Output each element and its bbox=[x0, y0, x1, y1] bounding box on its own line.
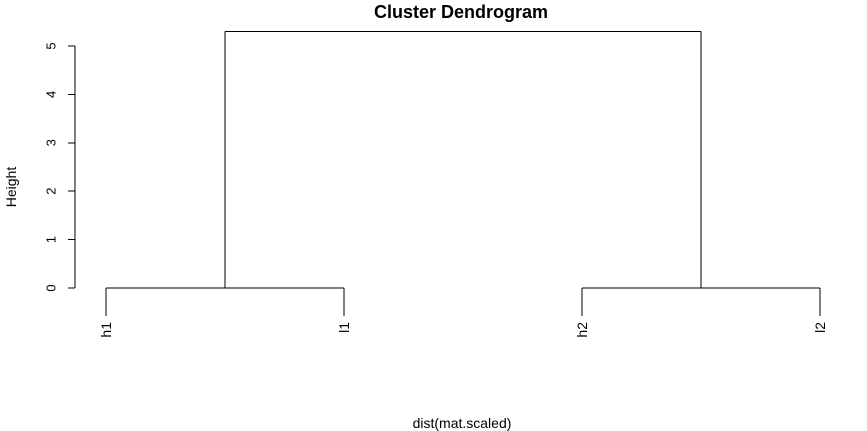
x-axis-label: dist(mat.scaled) bbox=[413, 415, 512, 431]
leaf-label-h2: h2 bbox=[574, 322, 590, 338]
y-tick-label: 5 bbox=[44, 42, 59, 49]
leaf-label-l1: l1 bbox=[336, 322, 352, 333]
leaf-label-h1: h1 bbox=[98, 322, 114, 338]
leaf-labels: h1 l1 h2 l2 bbox=[98, 322, 828, 338]
y-tick-label: 2 bbox=[44, 188, 59, 195]
y-tick-label: 0 bbox=[44, 284, 59, 291]
y-axis-label: Height bbox=[3, 167, 19, 208]
y-tick-label: 1 bbox=[44, 236, 59, 243]
y-tick-label: 4 bbox=[44, 91, 59, 98]
dendrogram-links bbox=[105, 30, 821, 316]
chart-title: Cluster Dendrogram bbox=[374, 2, 548, 22]
y-tick-label: 3 bbox=[44, 139, 59, 146]
leaf-label-l2: l2 bbox=[812, 322, 828, 333]
y-axis: 0 1 2 3 4 5 bbox=[44, 42, 76, 292]
